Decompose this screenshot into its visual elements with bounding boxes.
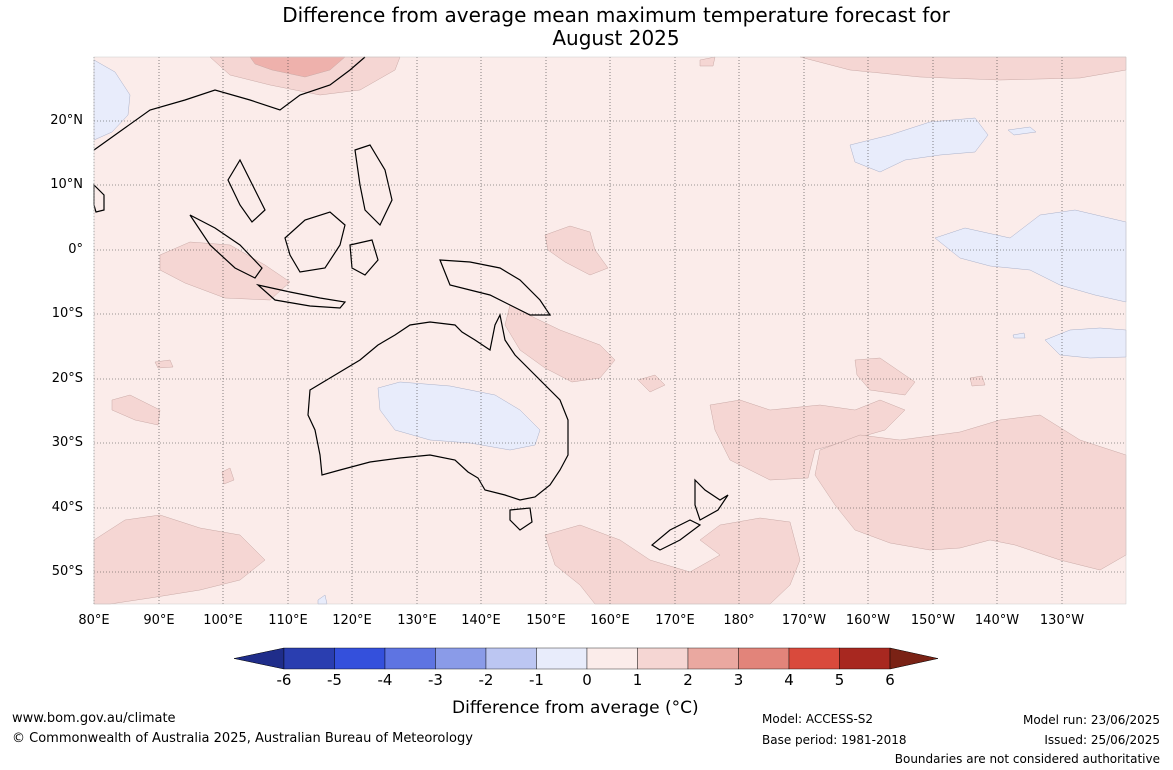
- longitude-label: 150°E: [526, 613, 566, 628]
- longitude-label: 80°E: [78, 613, 110, 628]
- cool-area-small-1: [1007, 126, 1037, 136]
- footer-disclaimer: Boundaries are not considered authoritat…: [894, 752, 1160, 766]
- map-title: Difference from average mean maximum tem…: [0, 4, 1173, 50]
- longitude-label: 130°W: [1039, 613, 1085, 628]
- warm-area-coral-sea: [504, 304, 616, 383]
- warm-area-small-5: [969, 375, 986, 387]
- warm-area-small-1: [111, 394, 161, 426]
- latitude-label: 50°S: [51, 564, 83, 579]
- borneo-coastline: [284, 211, 346, 273]
- philippines-coastline: [354, 144, 393, 227]
- longitude-label: 90°E: [143, 613, 175, 628]
- warm-anomaly-areas: [93, 56, 1127, 605]
- footer-issued: Issued: 25/06/2025: [1044, 733, 1160, 747]
- warm-area-south-pacific-b: [854, 357, 916, 396]
- warm-area-indian-ocean-eq: [159, 241, 291, 301]
- colorbar-tick-label: 1: [632, 671, 643, 689]
- australia-coastline: [307, 313, 569, 501]
- colorbar-tick-label: 2: [683, 671, 693, 689]
- colorbar-tick-label: 6: [885, 671, 895, 689]
- longitude-label: 170°E: [655, 613, 695, 628]
- colorbar-label: Difference from average (°C): [452, 698, 699, 718]
- footer-url: www.bom.gov.au/climate: [12, 711, 176, 726]
- longitude-label: 170°W: [781, 613, 827, 628]
- warm-area-south-pacific-a: [709, 399, 906, 481]
- latitude-label: 40°S: [51, 500, 83, 515]
- warm-area-small-4: [221, 467, 235, 485]
- footer-model-run: Model run: 23/06/2025: [1022, 713, 1160, 727]
- cool-area-hawaii: [849, 117, 989, 173]
- footer-copyright: © Commonwealth of Australia 2025, Austra…: [12, 731, 473, 746]
- colorbar-tick-label: 5: [834, 671, 845, 689]
- warm-area-small-6: [699, 56, 716, 67]
- colorbar-tick-label: 4: [784, 671, 794, 689]
- cool-area-inland-australia: [377, 381, 541, 451]
- colorbar-tick-label: 3: [733, 671, 744, 689]
- map-frame: [93, 56, 1127, 605]
- colorbar-tick-label: -5: [327, 671, 342, 689]
- colorbar-tick-label: 0: [582, 671, 592, 689]
- title-line-2: August 2025: [552, 26, 680, 50]
- colorbar-tick-label: -2: [478, 671, 494, 689]
- longitude-label: 150°W: [910, 613, 956, 628]
- warm-area-tasman-south: [544, 517, 801, 605]
- tasmania-coastline: [509, 507, 533, 531]
- colorbar-tick-label: -4: [377, 671, 393, 689]
- new-guinea-coastline: [439, 259, 552, 316]
- longitude-label: 110°E: [268, 613, 308, 628]
- latitude-label: 30°S: [51, 435, 83, 450]
- coastlines: [93, 56, 729, 551]
- sulawesi-coastline: [349, 239, 379, 276]
- latitude-label: 0°: [68, 242, 83, 257]
- longitude-label: 120°E: [332, 613, 372, 628]
- colorbar-tick-label: -3: [428, 671, 443, 689]
- longitude-label: 100°E: [203, 613, 243, 628]
- graticule: [93, 57, 1126, 604]
- footer-model: Model: ACCESS-S2: [762, 712, 874, 726]
- new-zealand-south-coastline: [650, 519, 702, 551]
- warm-area-small-3: [154, 359, 174, 369]
- longitude-label: 180°: [723, 613, 755, 628]
- longitude-label: 160°W: [845, 613, 891, 628]
- latitude-label: 20°N: [50, 113, 83, 128]
- latitude-label: 10°N: [50, 177, 83, 192]
- new-zealand-north-coastline: [694, 478, 729, 521]
- longitude-label: 160°E: [590, 613, 630, 628]
- longitude-label: 130°E: [397, 613, 437, 628]
- sumatra-coastline: [189, 214, 263, 279]
- latitude-label: 10°S: [51, 306, 83, 321]
- title-line-1: Difference from average mean maximum tem…: [282, 3, 950, 27]
- footer-base-period: Base period: 1981-2018: [762, 733, 907, 747]
- warm-area-png: [544, 225, 609, 276]
- warm-area-south-pacific-c: [814, 414, 1127, 571]
- cool-anomaly-areas: [317, 117, 1127, 605]
- longitude-label: 140°E: [461, 613, 501, 628]
- cool-area-small-2: [1012, 332, 1026, 339]
- colorbar-tick-label: -6: [276, 671, 292, 689]
- java-coastline: [255, 283, 347, 309]
- colorbar-tick-label: -1: [529, 671, 544, 689]
- longitude-label: 140°W: [974, 613, 1020, 628]
- latitude-label: 20°S: [51, 371, 83, 386]
- mainland-asia-coastline: [93, 56, 366, 223]
